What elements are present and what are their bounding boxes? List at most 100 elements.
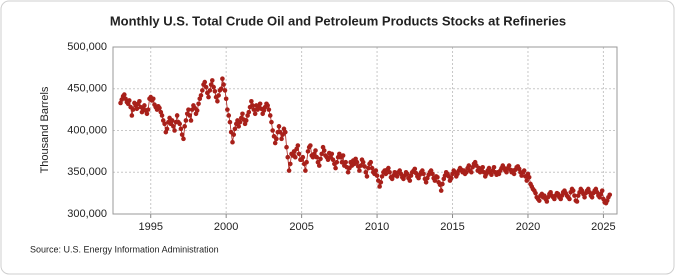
point [187, 113, 192, 118]
point [339, 159, 345, 165]
point [292, 154, 298, 160]
point [330, 157, 336, 163]
point [304, 159, 309, 165]
y-tick-label: 350,000 [67, 166, 107, 178]
point [221, 82, 226, 87]
point [174, 113, 180, 118]
point [162, 121, 167, 127]
point [243, 118, 249, 123]
point [164, 126, 170, 132]
point [202, 79, 208, 85]
point [227, 119, 233, 125]
point [137, 98, 142, 104]
point [486, 165, 492, 171]
point [250, 103, 255, 108]
y-tick-label: 450,000 [67, 83, 107, 95]
x-tick-label: 2000 [214, 221, 238, 233]
point [222, 88, 228, 93]
point [183, 118, 189, 123]
point [198, 93, 204, 98]
point [313, 148, 318, 153]
point [504, 169, 509, 175]
point [333, 165, 338, 171]
x-tick-label: 2025 [591, 221, 615, 233]
point [607, 192, 613, 198]
point [357, 168, 362, 173]
point [572, 193, 577, 198]
y-axis-label: Thousand Barrels [39, 86, 51, 173]
point [145, 107, 151, 112]
point [172, 128, 177, 133]
point [570, 188, 576, 193]
x-tick-label: 2015 [440, 221, 464, 233]
point [182, 124, 187, 129]
y-tick-label: 400,000 [67, 124, 107, 136]
x-tick-label: 2005 [289, 221, 313, 233]
point [295, 143, 301, 148]
point [288, 161, 293, 167]
point [196, 101, 201, 107]
point [362, 164, 367, 169]
point [177, 121, 182, 127]
point [188, 118, 194, 123]
point [368, 159, 374, 165]
point [383, 171, 389, 177]
point [345, 169, 351, 175]
point [129, 113, 135, 118]
point [225, 107, 230, 112]
point [506, 163, 512, 168]
point [358, 163, 364, 168]
point [524, 178, 530, 183]
point [360, 159, 366, 165]
point [209, 78, 215, 83]
point [366, 165, 371, 171]
point [130, 107, 136, 112]
point [314, 154, 320, 160]
point [206, 94, 211, 100]
point [464, 169, 469, 175]
point [279, 136, 284, 142]
point [449, 175, 454, 181]
plot-area [112, 46, 618, 215]
point [374, 173, 380, 178]
point [574, 199, 580, 204]
point [220, 76, 225, 82]
point [300, 154, 306, 160]
point [134, 106, 140, 112]
point [232, 126, 238, 132]
point [319, 151, 324, 157]
point [316, 163, 322, 168]
point [340, 153, 346, 158]
point [223, 96, 229, 102]
point [231, 132, 237, 137]
point [207, 88, 213, 93]
point [378, 179, 384, 185]
point [216, 93, 221, 98]
point [387, 169, 392, 175]
point [329, 151, 335, 157]
point [421, 171, 426, 177]
point [364, 174, 370, 179]
point [469, 169, 474, 175]
point [521, 168, 527, 173]
point [321, 148, 327, 153]
point [126, 98, 132, 103]
point [589, 195, 595, 200]
point [169, 118, 175, 123]
point [203, 84, 209, 90]
point [386, 165, 391, 171]
point [303, 168, 308, 173]
point [432, 178, 438, 183]
point [394, 174, 400, 179]
point [150, 96, 156, 102]
point [491, 164, 497, 170]
point [212, 88, 218, 94]
point [266, 107, 272, 112]
x-tick-label: 2010 [365, 221, 389, 233]
point [404, 171, 410, 177]
point [363, 169, 369, 175]
point [533, 190, 538, 196]
